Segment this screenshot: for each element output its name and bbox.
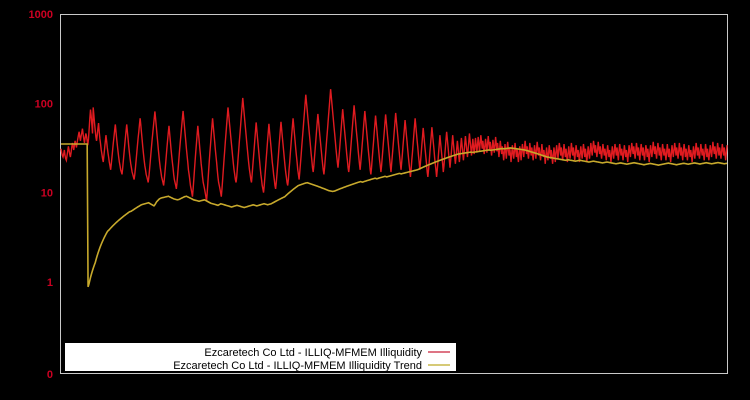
y-tick-label-10: 10	[41, 188, 53, 200]
y-tick-label-1000: 1000	[29, 9, 53, 21]
y-tick-label-0: 0	[47, 369, 53, 381]
legend-label-1: Ezcaretech Co Ltd - ILLIQ-MFMEM Illiquid…	[173, 360, 422, 372]
series-line-illiquidity-trend	[61, 143, 728, 288]
plot-axes	[60, 14, 728, 374]
data-series-group	[60, 89, 728, 288]
y-tick-label-100: 100	[35, 98, 53, 110]
chart-legend: Ezcaretech Co Ltd - ILLIQ-MFMEM Illiquid…	[65, 343, 456, 372]
series-line-illiquidity	[60, 89, 728, 202]
legend-background	[65, 343, 456, 371]
y-tick-label-1: 1	[47, 277, 53, 289]
legend-label-0: Ezcaretech Co Ltd - ILLIQ-MFMEM Illiquid…	[204, 347, 422, 359]
